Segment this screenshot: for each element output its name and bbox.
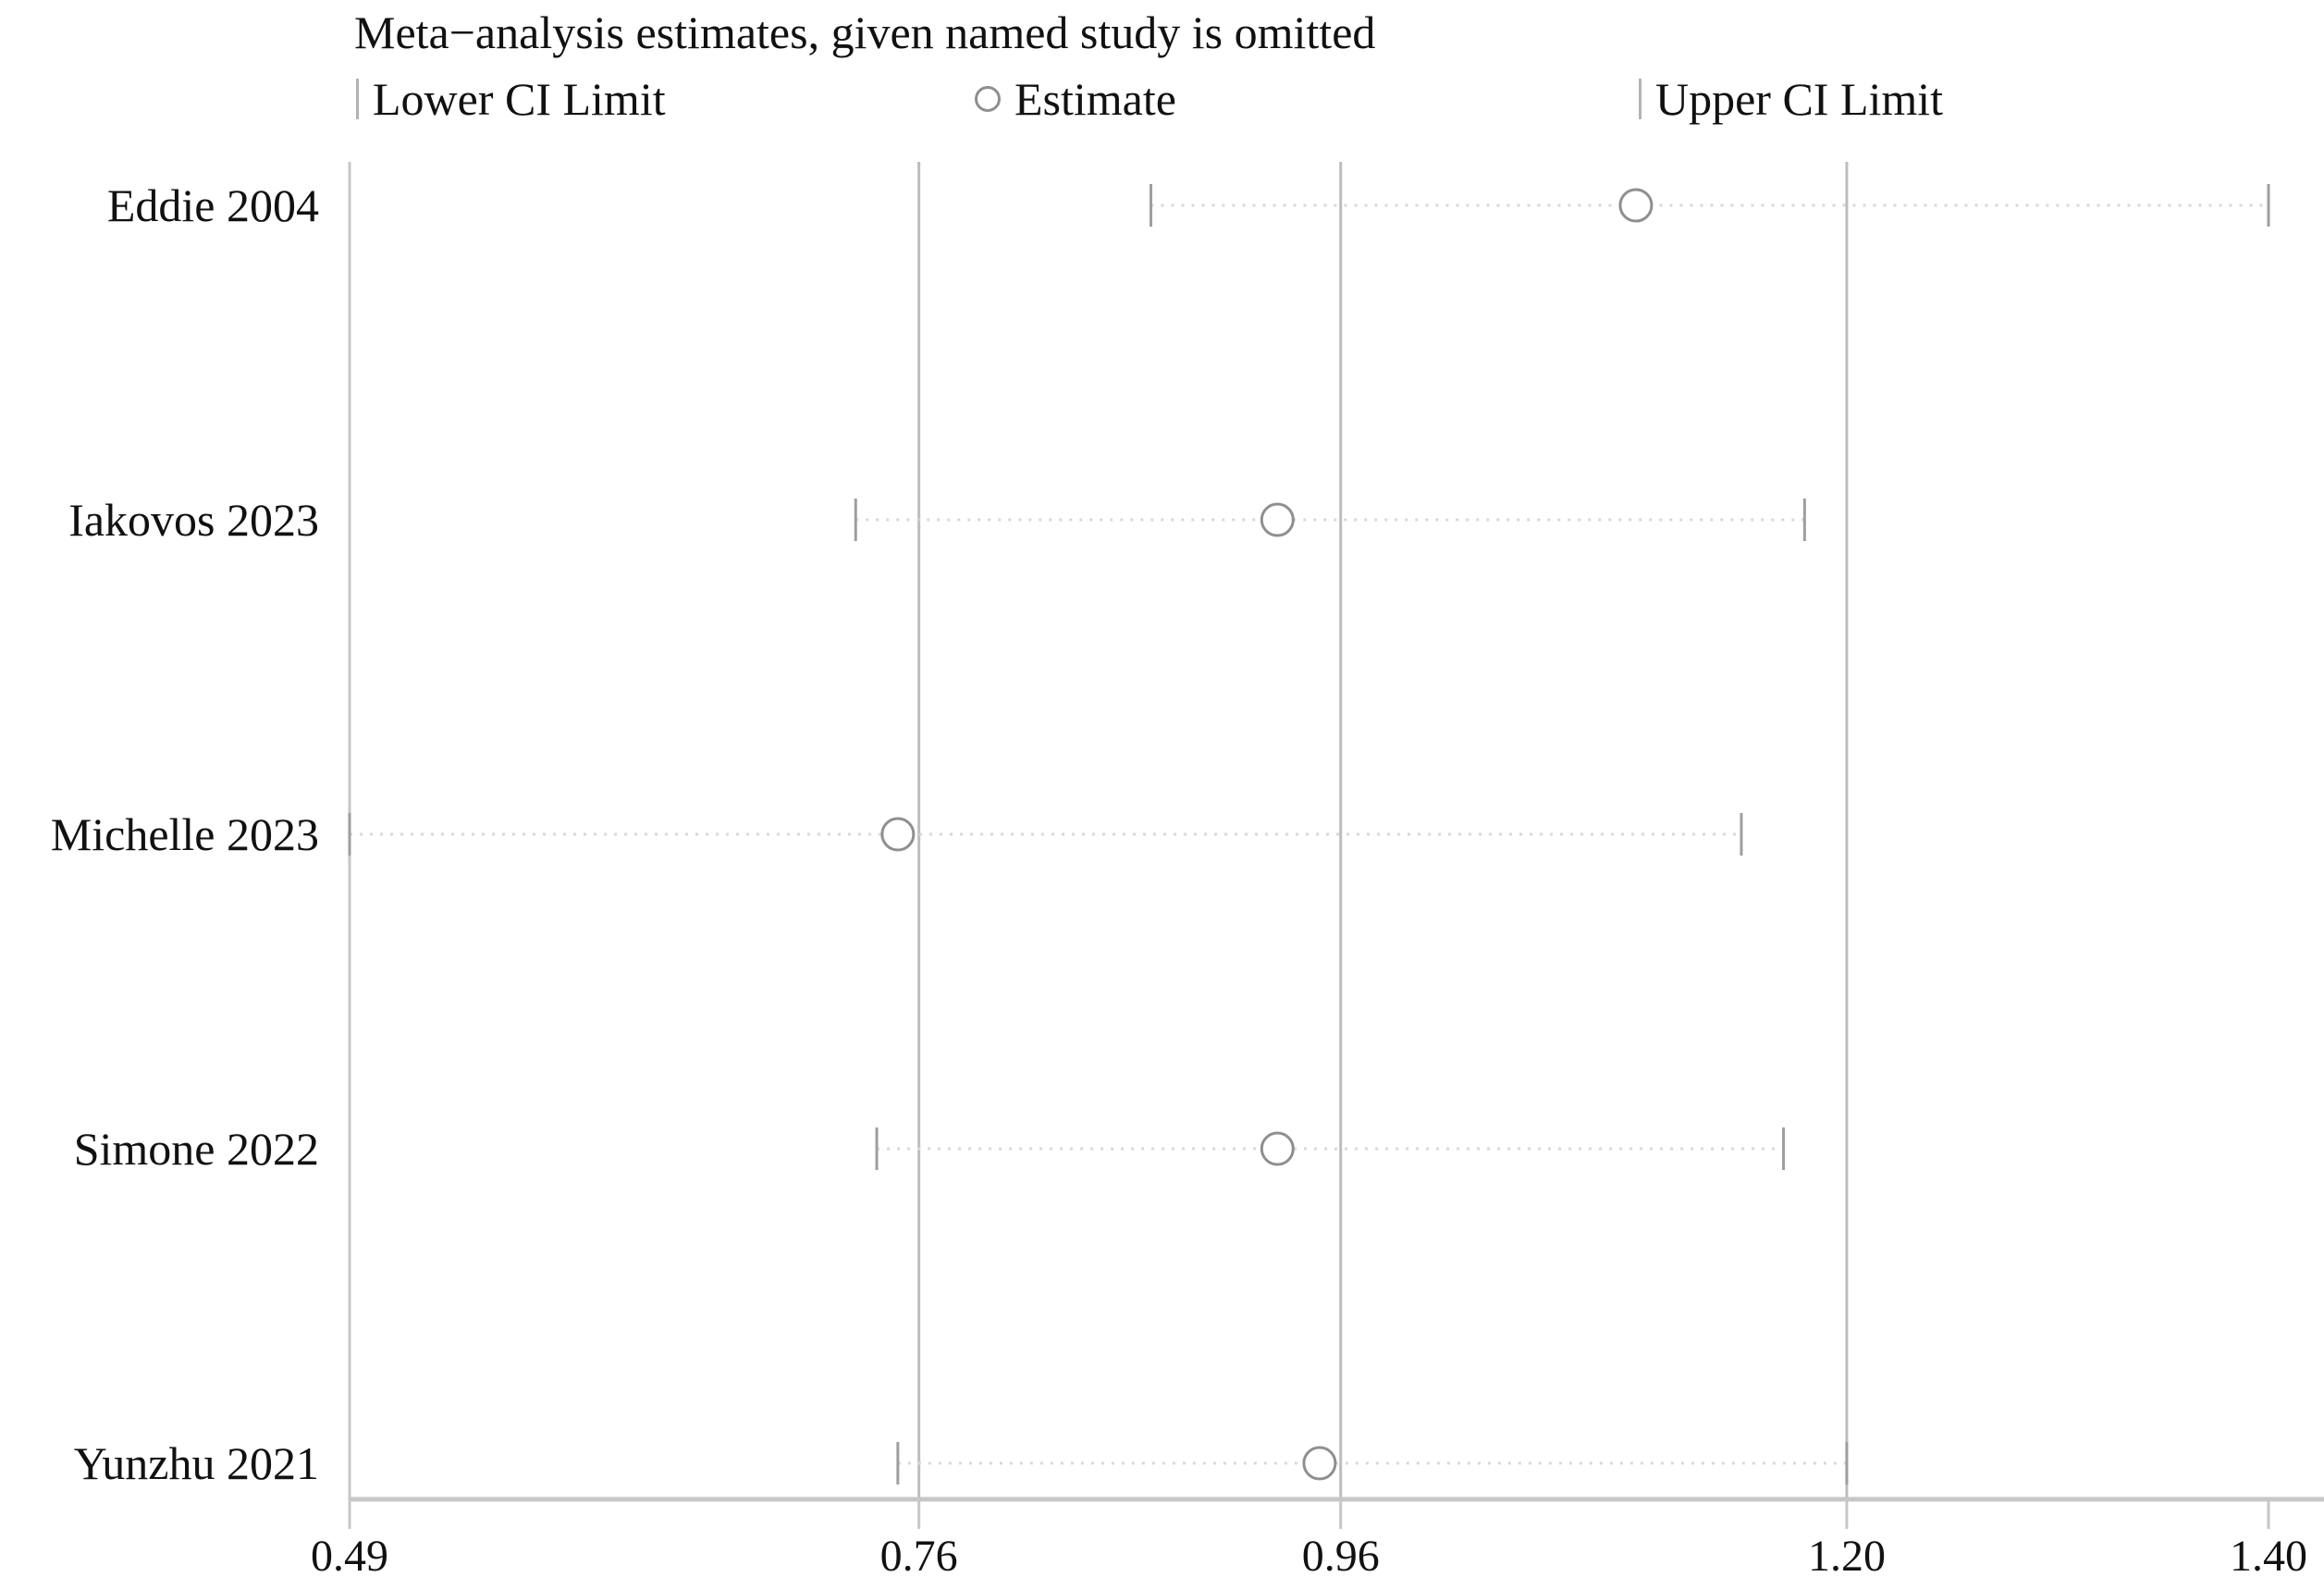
- legend-item-upper-ci: Upper CI Limit: [1639, 74, 1943, 124]
- study-label: Yunzhu 2021: [73, 1437, 319, 1489]
- legend-item-estimate: Estimate: [975, 74, 1176, 124]
- x-tick-label: 1.40: [2230, 1532, 2307, 1581]
- study-label: Eddie 2004: [106, 179, 319, 231]
- legend-label-lower-ci: Lower CI Limit: [373, 73, 666, 125]
- estimate-marker: [1302, 1446, 1337, 1481]
- estimate-marker: [1260, 1131, 1295, 1166]
- upper-ci-tick-icon: [1639, 79, 1642, 119]
- estimate-marker: [880, 817, 916, 852]
- study-label: Iakovos 2023: [68, 494, 319, 546]
- estimate-marker: [1618, 188, 1654, 223]
- legend-item-lower-ci: Lower CI Limit: [356, 74, 666, 124]
- lower-ci-tick-icon: [356, 79, 359, 119]
- estimate-circle-icon: [975, 86, 1001, 112]
- legend-label-estimate: Estimate: [1014, 73, 1176, 125]
- estimate-marker: [1260, 502, 1295, 537]
- legend-label-upper-ci: Upper CI Limit: [1655, 73, 1944, 125]
- study-label: Michelle 2023: [50, 808, 319, 860]
- x-tick-label: 0.49: [311, 1532, 388, 1581]
- study-label: Simone 2022: [73, 1123, 319, 1175]
- x-tick-label: 0.76: [879, 1532, 958, 1581]
- x-tick-label: 1.20: [1807, 1532, 1886, 1581]
- x-tick-label: 0.96: [1301, 1532, 1380, 1581]
- chart-title: Meta−analysis estimates, given named stu…: [354, 6, 1376, 58]
